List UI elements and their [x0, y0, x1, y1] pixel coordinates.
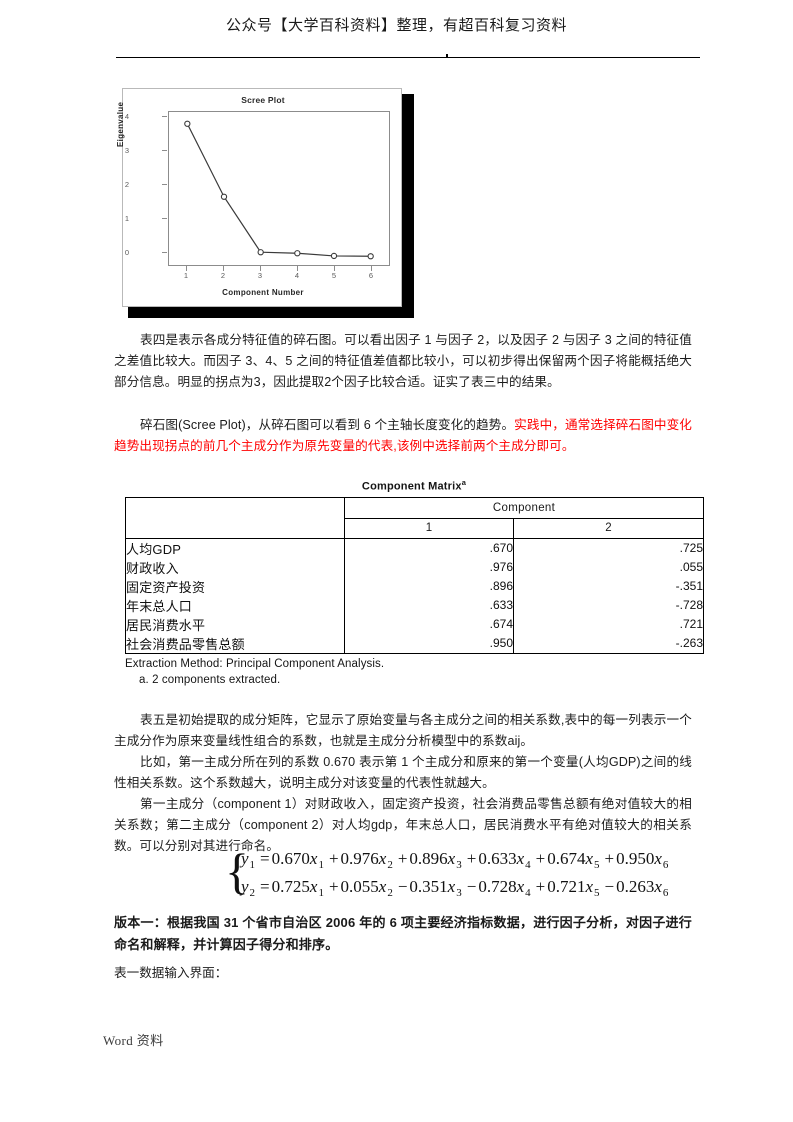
x-tick-label-4: 4: [294, 271, 300, 280]
y-tick-mark-4: [162, 116, 167, 117]
table-header-component-group: Component: [344, 496, 704, 519]
version-one-heading: 版本一：根据我国 31 个省市自治区 2006 年的 6 项主要经济指标数据，进…: [114, 915, 692, 952]
header-rule-tick-mark: [446, 54, 448, 57]
y-tick-mark-0: [162, 252, 167, 253]
y-tick-label-2: 2: [124, 180, 129, 189]
note-components-extracted: a. 2 components extracted.: [139, 673, 281, 686]
figure-box: Scree Plot Eigenvalue Component Number 4…: [116, 88, 402, 307]
scree-plot-series: [184, 120, 374, 260]
scree-plot-figure: Scree Plot Eigenvalue Component Number 4…: [116, 88, 414, 318]
row-0-component-1: .670: [344, 538, 514, 558]
row-0-component-2: .725: [513, 538, 704, 558]
paragraph-scree-practice-black: 碎石图(Scree Plot)，从碎石图可以看到 6 个主轴长度变化的趋势。: [140, 418, 515, 432]
row-5-component-2: -.263: [513, 633, 704, 654]
scree-data-point-3: [257, 249, 264, 256]
scree-data-point-1: [184, 120, 191, 127]
y-tick-mark-3: [162, 150, 167, 151]
x-tick-label-1: 1: [183, 271, 189, 280]
equation-y2: y2 = 0.725x1 +0.055x2−0.351x3−0.728x4 +0.721…: [241, 877, 669, 900]
table-header-row-columns: 1 2: [126, 518, 704, 539]
x-tick-mark-6: [371, 266, 372, 271]
x-tick-mark-3: [260, 266, 261, 271]
y-tick-label-4: 4: [124, 112, 129, 121]
row-label-2: 固定资产投资: [125, 576, 345, 596]
row-1-component-1: .976: [344, 557, 514, 577]
x-tick-mark-1: [186, 266, 187, 271]
scree-data-point-2: [220, 193, 228, 200]
y-tick-label-0: 0: [124, 248, 129, 257]
table-header-component-2: 2: [513, 518, 704, 539]
row-2-component-2: -.351: [513, 576, 704, 596]
component-matrix-table: Component 1 2 人均GDP .670 .725 财政收入 .976 …: [125, 496, 704, 654]
component-matrix-caption: Component Matrixa: [125, 478, 703, 497]
x-tick-mark-5: [334, 266, 335, 271]
chart-title: Scree Plot: [241, 95, 285, 105]
table-corner-cell: [125, 496, 345, 539]
row-2-component-1: .896: [344, 576, 514, 596]
x-tick-label-6: 6: [368, 271, 374, 280]
y-tick-mark-2: [162, 184, 167, 185]
chart-x-axis-label: Component Number: [222, 288, 304, 297]
paragraph-component-naming: 第一主成分（component 1）对财政收入，固定资产投资，社会消费品零售总额…: [114, 797, 692, 853]
y-tick-mark-1: [162, 218, 167, 219]
table-row: 居民消费水平 .674 .721: [125, 614, 704, 634]
paragraph-scree-explanation: 表四是表示各成分特征值的碎石图。可以看出因子 1 与因子 2，以及因子 2 与因…: [114, 333, 692, 389]
y-tick-label-1: 1: [124, 214, 129, 223]
x-tick-label-3: 3: [257, 271, 263, 280]
page-watermark-header: 公众号【大学百科资料】整理，有超百科复习资料: [225, 18, 567, 34]
x-tick-mark-4: [297, 266, 298, 271]
row-label-1: 财政收入: [125, 557, 345, 577]
row-1-component-2: .055: [513, 557, 704, 577]
y-tick-label-3: 3: [124, 146, 129, 155]
table-row: 人均GDP .670 .725: [125, 538, 704, 558]
x-tick-label-2: 2: [220, 271, 226, 280]
table-row: 固定资产投资 .896 -.351: [125, 576, 704, 596]
row-5-component-1: .950: [344, 633, 514, 654]
paragraph-coefficient-example: 比如，第一主成分所在列的系数 0.670 表示第 1 个主成分和原来的第一个变量…: [114, 755, 692, 790]
scree-data-point-5: [330, 252, 338, 260]
table-row: 年末总人口 .633 -.728: [125, 595, 704, 615]
table-header-component-1: 1: [344, 518, 514, 539]
component-matrix-block: Component Matrixa Component 1 2 人均GDP .6…: [125, 478, 704, 688]
principal-component-equations: { y1 = 0.670x1 +0.976x2 +0.896x3 +0.633x4 +0.6…: [225, 843, 671, 905]
page-footer: Word 资料: [103, 1033, 164, 1048]
scree-data-point-4: [294, 250, 301, 257]
row-4-component-2: .721: [513, 614, 704, 634]
component-matrix-notes: Extraction Method: Principal Component A…: [125, 656, 703, 688]
row-3-component-2: -.728: [513, 595, 704, 615]
header-divider-rule: [116, 57, 700, 58]
x-tick-mark-2: [223, 266, 224, 271]
x-tick-label-5: 5: [331, 271, 337, 280]
table-one-label: 表一数据输入界面：: [114, 966, 228, 980]
paragraph-scree-practice-red: 实践中，通常选择碎石图中变化趋势出现拐点的前几个主成分作为原先变量的代表,该例中…: [114, 418, 692, 453]
scree-data-point-6: [367, 253, 374, 260]
chart-plot-area: [168, 111, 390, 266]
chart-y-axis-label: Eigenvalue: [116, 101, 125, 147]
paragraph-scree-practice: 碎石图(Scree Plot)，从碎石图可以看到 6 个主轴长度变化的趋势。实践…: [114, 415, 692, 457]
note-extraction-method: Extraction Method: Principal Component A…: [125, 657, 385, 670]
equation-brace: {: [225, 843, 249, 899]
row-4-component-1: .674: [344, 614, 514, 634]
row-label-0: 人均GDP: [125, 538, 345, 558]
component-matrix-caption-superscript: a: [461, 478, 467, 487]
component-matrix-caption-text: Component Matrix: [361, 480, 462, 493]
row-3-component-1: .633: [344, 595, 514, 615]
paragraph-matrix-explanation: 表五是初始提取的成分矩阵，它显示了原始变量与各主成分之间的相关系数,表中的每一列…: [114, 713, 692, 748]
equation-y1: y1 = 0.670x1 +0.976x2 +0.896x3 +0.633x4 +0.674…: [241, 849, 669, 872]
row-label-3: 年末总人口: [125, 595, 345, 615]
row-label-4: 居民消费水平: [125, 614, 345, 634]
row-label-5: 社会消费品零售总额: [125, 633, 345, 654]
table-row: 社会消费品零售总额 .950 -.263: [125, 633, 704, 654]
table-row: 财政收入 .976 .055: [125, 557, 704, 577]
table-header-row-group: Component: [125, 496, 704, 539]
